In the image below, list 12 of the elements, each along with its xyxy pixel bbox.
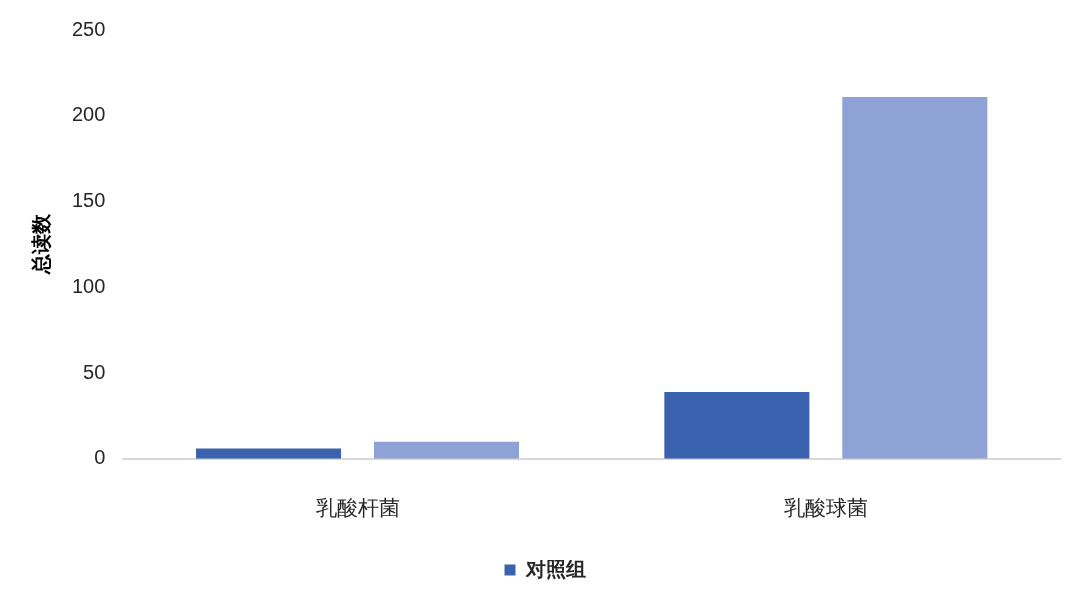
bar [664,391,810,459]
x-tick-label: 乳酸杆菌 [315,496,400,520]
y-tick-label: 250 [71,17,106,40]
y-tick-label: 0 [94,446,106,469]
x-tick-label: 乳酸球菌 [783,496,868,520]
y-tick-label: 100 [71,274,106,297]
y-tick-label: 150 [71,189,106,212]
y-tick-label: 200 [71,103,106,126]
y-axis-title: 总读数 [29,213,52,276]
bar [842,96,988,459]
bar [373,441,520,459]
y-tick-label: 50 [83,360,106,383]
